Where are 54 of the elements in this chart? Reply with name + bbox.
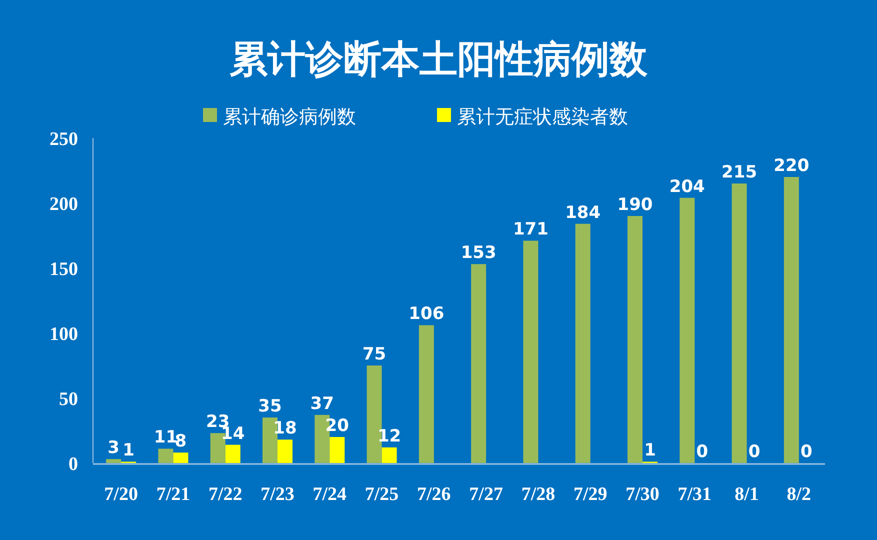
x-tick-label: 7/27: [469, 484, 504, 505]
data-label: 190: [617, 195, 653, 215]
data-label: 35: [258, 396, 282, 416]
chart-title: 累计诊断本土阳性病例数: [230, 37, 648, 81]
y-tick-label: 150: [50, 259, 78, 280]
bar: [158, 448, 174, 463]
y-tick-label: 200: [50, 194, 78, 215]
data-label: 171: [512, 220, 548, 240]
data-label: 204: [669, 176, 706, 197]
bar: [106, 459, 122, 463]
bar: [628, 216, 642, 463]
bar: [680, 198, 695, 463]
y-tick-label: 250: [50, 129, 78, 150]
x-tick-label: 7/26: [417, 484, 451, 505]
data-label: 0: [696, 442, 708, 462]
y-tick-label: 100: [50, 324, 78, 345]
bar: [382, 447, 397, 463]
data-label: 1: [122, 440, 134, 461]
y-tick-label: 50: [59, 389, 78, 410]
bar: [575, 224, 590, 463]
x-tick-label: 7/25: [364, 484, 399, 505]
x-tick-label: 7/23: [260, 484, 294, 505]
x-tick-label: 7/30: [626, 484, 660, 505]
bar: [173, 452, 188, 463]
data-label: 184: [565, 202, 601, 223]
data-label: 153: [460, 243, 496, 264]
data-label: 1: [644, 440, 656, 461]
data-label: 220: [774, 156, 810, 176]
y-tick-label: 0: [68, 454, 78, 475]
bar: [471, 264, 486, 463]
bar: [225, 444, 240, 463]
bar: [784, 177, 799, 463]
x-tick-label: 8/2: [786, 484, 812, 505]
x-tick-label: 8/1: [734, 484, 759, 505]
data-label: 106: [408, 304, 444, 324]
data-label: 8: [174, 432, 187, 452]
x-tick-label: 7/21: [156, 484, 190, 505]
x-tick-label: 7/28: [521, 484, 556, 505]
data-label: 0: [800, 442, 813, 462]
x-tick-label: 7/31: [678, 484, 712, 505]
bar: [418, 325, 434, 463]
bar: [732, 184, 747, 463]
data-label: 37: [310, 394, 334, 414]
data-label: 215: [722, 162, 758, 182]
data-label: 0: [748, 442, 760, 462]
x-tick-label: 7/29: [573, 484, 608, 505]
x-tick-label: 7/24: [312, 484, 348, 505]
data-label: 3: [108, 438, 120, 458]
bar: [523, 240, 538, 463]
bar: [278, 440, 292, 463]
x-tick-label: 7/20: [104, 484, 138, 505]
data-label: 75: [362, 344, 386, 364]
x-tick-label: 7/22: [208, 484, 242, 505]
bar: [330, 437, 345, 463]
